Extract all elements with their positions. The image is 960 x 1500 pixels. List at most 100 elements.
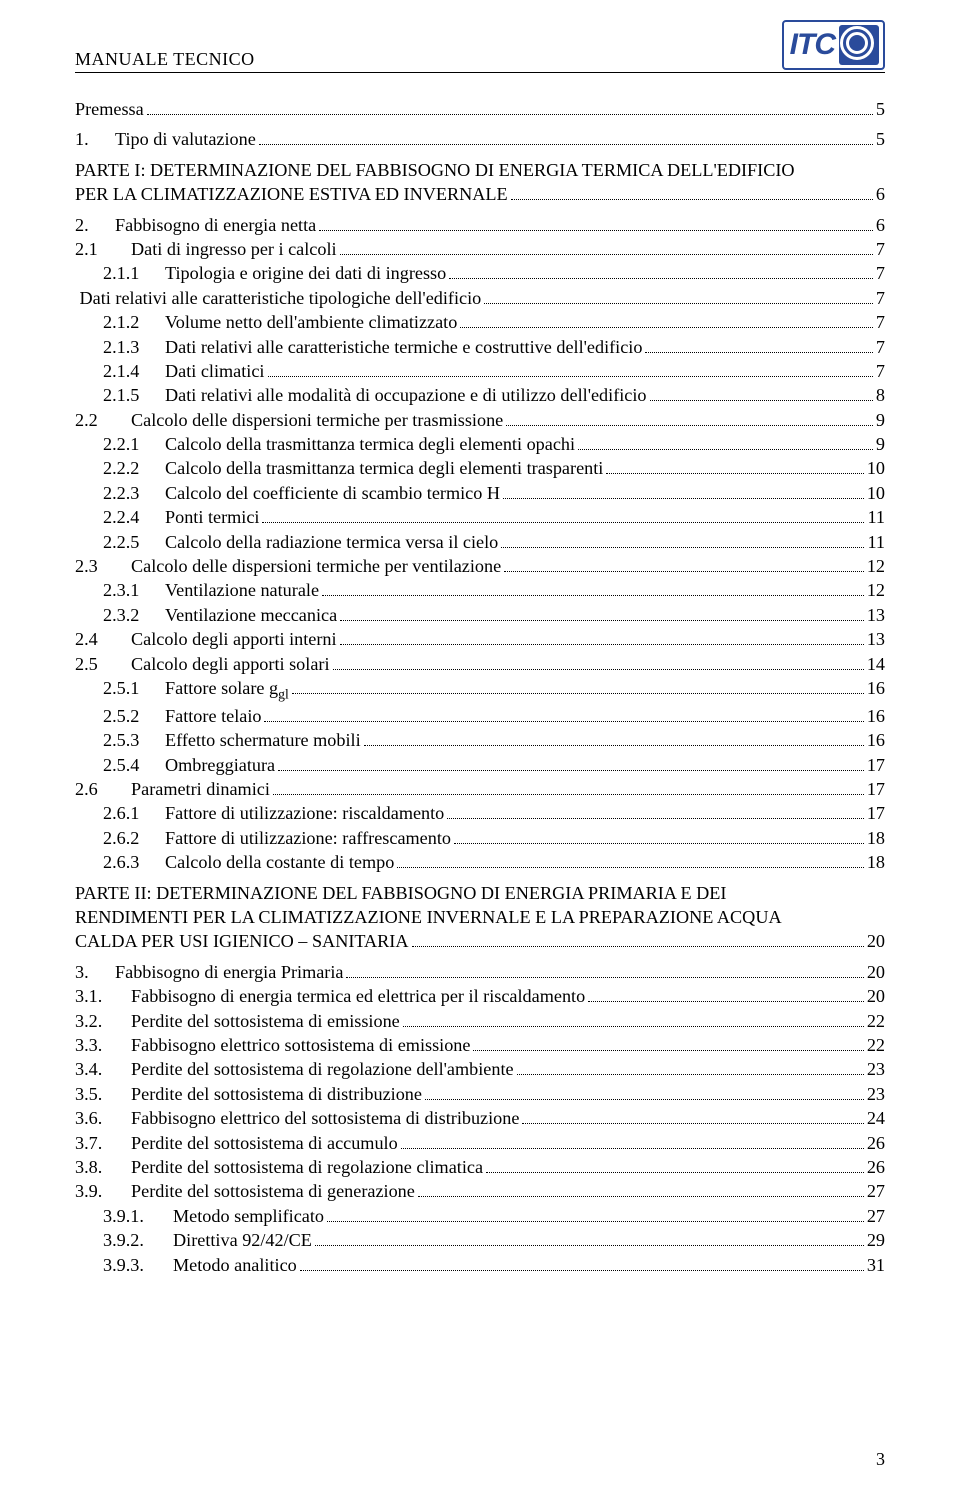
- toc-page: 22: [867, 1033, 885, 1057]
- toc-number: 2.1.1: [103, 261, 165, 285]
- toc-page: 6: [876, 182, 885, 206]
- toc-2-2: 2.2 Calcolo delle dispersioni termiche p…: [75, 408, 885, 432]
- toc-3: 3. Fabbisogno di energia Primaria20: [75, 960, 885, 984]
- toc-leader-dots: [517, 1059, 864, 1075]
- toc-number: 2.4: [75, 627, 131, 651]
- toc-text: Ventilazione meccanica: [165, 603, 337, 627]
- toc-text: Fattore telaio: [165, 704, 261, 728]
- toc-text: Perdite del sottosistema di emissione: [131, 1009, 400, 1033]
- toc-leader-dots: [650, 385, 873, 401]
- toc-number: 2.2: [75, 408, 131, 432]
- toc-number: 3.5.: [75, 1082, 131, 1106]
- toc-text: Metodo semplificato: [173, 1204, 324, 1228]
- toc-part-line: PARTE I: DETERMINAZIONE DEL FABBISOGNO D…: [75, 158, 885, 182]
- toc-text: Perdite del sottosistema di distribuzion…: [131, 1082, 422, 1106]
- toc-page: 26: [867, 1131, 885, 1155]
- toc-text: Ombreggiatura: [165, 753, 275, 777]
- toc-text: Tipo di valutazione: [115, 127, 256, 151]
- toc-3-7: 3.7. Perdite del sottosistema di accumul…: [75, 1131, 885, 1155]
- toc-number: 2.3.2: [103, 603, 165, 627]
- toc-leader-dots: [401, 1132, 864, 1148]
- toc-text: Calcolo della trasmittanza termica degli…: [165, 456, 603, 480]
- toc-text: Ponti termici: [165, 505, 259, 529]
- toc-number: 2.6.3: [103, 850, 165, 874]
- toc-page: 22: [867, 1009, 885, 1033]
- toc-page: 7: [876, 286, 885, 310]
- toc-text: CALDA PER USI IGIENICO – SANITARIA: [75, 929, 409, 953]
- toc-leader-dots: [340, 604, 864, 620]
- toc-number: 3.6.: [75, 1106, 131, 1130]
- toc-text: Dati relativi alle caratteristiche tipol…: [80, 286, 482, 310]
- toc-text: Calcolo degli apporti interni: [131, 627, 337, 651]
- toc-text: Calcolo degli apporti solari: [131, 652, 330, 676]
- toc-leader-dots: [346, 961, 863, 977]
- toc-number: 2.1.3: [103, 335, 165, 359]
- toc-number: 2.3.1: [103, 578, 165, 602]
- toc-number: 3.4.: [75, 1057, 131, 1081]
- toc-text: Calcolo della trasmittanza termica degli…: [165, 432, 575, 456]
- toc-3-8: 3.8. Perdite del sottosistema di regolaz…: [75, 1155, 885, 1179]
- toc-leader-dots: [425, 1083, 864, 1099]
- toc-page: 12: [867, 554, 885, 578]
- toc-2-2-5: 2.2.5 Calcolo della radiazione termica v…: [75, 530, 885, 554]
- toc-page: 20: [867, 960, 885, 984]
- toc-leader-dots: [511, 184, 873, 200]
- toc-number: 3.9.3.: [103, 1253, 173, 1277]
- toc-leader-dots: [262, 507, 864, 523]
- toc-text: Fattore di utilizzazione: raffrescamento: [165, 826, 451, 850]
- toc-leader-dots: [340, 629, 864, 645]
- toc-page: 6: [876, 213, 885, 237]
- toc-leader-dots: [300, 1254, 864, 1270]
- toc-text: Calcolo della radiazione termica versa i…: [165, 530, 498, 554]
- toc-3-9-2: 3.9.2. Direttiva 92/42/CE29: [75, 1228, 885, 1252]
- toc-page: 29: [867, 1228, 885, 1252]
- toc-number: 3.1.: [75, 984, 131, 1008]
- toc-leader-dots: [333, 653, 864, 669]
- toc-leader-dots: [327, 1205, 864, 1221]
- toc-text: Dati di ingresso per i calcoli: [131, 237, 337, 261]
- toc-part-line: PARTE II: DETERMINAZIONE DEL FABBISOGNO …: [75, 881, 885, 905]
- toc-leader-dots: [522, 1108, 863, 1124]
- toc-leader-dots: [147, 99, 873, 115]
- toc-number: 2.5.2: [103, 704, 165, 728]
- toc-number: 2.2.5: [103, 530, 165, 554]
- toc-number: 2.6: [75, 777, 131, 801]
- toc-number: 2.2.1: [103, 432, 165, 456]
- toc-page: 13: [867, 603, 885, 627]
- table-of-contents: Premessa51. Tipo di valutazione5PARTE I:…: [75, 97, 885, 1277]
- toc-page: 8: [876, 383, 885, 407]
- toc-page: 17: [867, 753, 885, 777]
- toc-text: Fabbisogno elettrico sottosistema di emi…: [131, 1033, 470, 1057]
- toc-premessa: Premessa5: [75, 97, 885, 121]
- toc-number: 2.5: [75, 652, 131, 676]
- toc-leader-dots: [292, 678, 864, 694]
- page-number: 3: [876, 1449, 885, 1470]
- toc-leader-dots: [473, 1035, 863, 1051]
- toc-2-5-2: 2.5.2 Fattore telaio16: [75, 704, 885, 728]
- toc-number: 2.5.3: [103, 728, 165, 752]
- toc-page: 7: [876, 359, 885, 383]
- toc-leader-dots: [340, 238, 873, 254]
- toc-leader-dots: [364, 730, 864, 746]
- toc-2-4: 2.4 Calcolo degli apporti interni13: [75, 627, 885, 651]
- toc-leader-dots: [397, 852, 864, 868]
- toc-2-2-1: 2.2.1 Calcolo della trasmittanza termica…: [75, 432, 885, 456]
- toc-2-1-2: 2.1.2 Volume netto dell'ambiente climati…: [75, 310, 885, 334]
- toc-page: 12: [867, 578, 885, 602]
- toc-number: 2.1.2: [103, 310, 165, 334]
- toc-number: 2.6.1: [103, 801, 165, 825]
- toc-page: 18: [867, 826, 885, 850]
- toc-number: 1.: [75, 127, 115, 151]
- toc-text: Fabbisogno elettrico del sottosistema di…: [131, 1106, 519, 1130]
- toc-2-2-2: 2.2.2 Calcolo della trasmittanza termica…: [75, 456, 885, 480]
- toc-part-line: RENDIMENTI PER LA CLIMATIZZAZIONE INVERN…: [75, 905, 885, 929]
- toc-leader-dots: [273, 779, 864, 795]
- toc-page: 7: [876, 261, 885, 285]
- toc-text: PER LA CLIMATIZZAZIONE ESTIVA ED INVERNA…: [75, 182, 508, 206]
- toc-2-5-4: 2.5.4 Ombreggiatura17: [75, 753, 885, 777]
- toc-page: 23: [867, 1082, 885, 1106]
- toc-2-6-1: 2.6.1 Fattore di utilizzazione: riscalda…: [75, 801, 885, 825]
- toc-2: 2. Fabbisogno di energia netta6: [75, 213, 885, 237]
- toc-leader-dots: [606, 458, 863, 474]
- toc-page: 7: [876, 310, 885, 334]
